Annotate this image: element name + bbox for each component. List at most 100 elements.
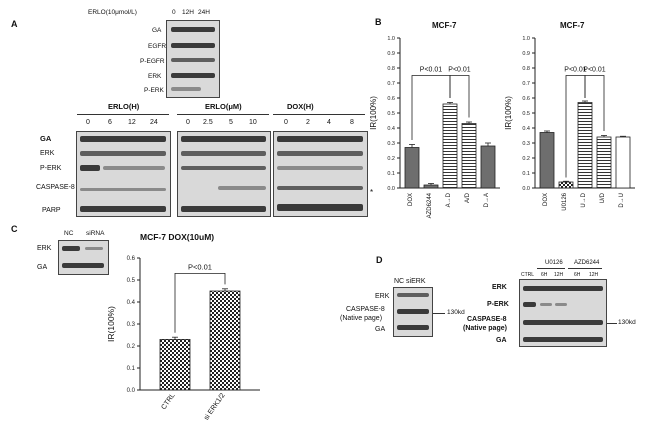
group-title-dox-h: DOX(H): [287, 102, 314, 111]
bar: [159, 339, 191, 391]
blot-d-left-row-ga: GA: [375, 326, 386, 333]
tick-erlo-um-2.5: 2.5: [203, 119, 213, 126]
marker-130kd-left: 130kd: [447, 309, 465, 316]
y-tick-label: 0.0: [127, 388, 136, 394]
tick-dox-h-8: 8: [350, 119, 354, 126]
group-underline-2: [177, 114, 269, 115]
blot-d-left-row-caspase-8: CASPASE-8: [346, 306, 385, 313]
panel-letter-a: A: [11, 19, 18, 29]
panel-letter-c: C: [11, 224, 18, 234]
blot-d-left-cols: NC siERK: [394, 278, 426, 285]
group-title-erlo-um: ERLO(μM): [205, 102, 242, 111]
category-label: CTRL: [160, 392, 176, 411]
top-row-label-erk: ERK: [148, 73, 162, 80]
y-tick-label: 1.0: [522, 36, 530, 42]
blot-d-left: [393, 287, 433, 337]
bar: [558, 181, 574, 189]
bar: [209, 290, 241, 391]
blot-d-right-col-12h-b: 12H: [589, 272, 599, 278]
blot-d-right-row-caspase-8: CASPASE-8: [467, 316, 507, 323]
pvalue-label: P<0.01: [188, 262, 212, 271]
category-label: D→A: [484, 193, 490, 207]
top-row-label-p-erk: P-ERK: [144, 87, 164, 94]
blot-d-right-row-erk: ERK: [492, 284, 507, 291]
tick-erlo-um-5: 5: [229, 119, 233, 126]
blot-d-right-group-u0126: U0126: [545, 260, 563, 266]
blot-d-right: [519, 279, 607, 347]
y-tick-label: 0.4: [522, 126, 530, 132]
row-label-p-erk: P-ERK: [40, 165, 62, 172]
chart-c: 0.0 0.1 0.2 0.3 0.4 0.5 0.6 IR(100%) CTRL si ERK1…: [106, 256, 260, 422]
y-tick-label: 0.9: [522, 51, 530, 57]
category-label: DOX: [408, 193, 414, 206]
panel-letter-d: D: [376, 255, 383, 265]
tick-dox-h-0: 0: [284, 119, 288, 126]
blot-erlo-h: [76, 131, 171, 217]
blot-c-col-sirna: siRNA: [86, 230, 105, 237]
time-label-24h: 24H: [198, 9, 210, 16]
group-underline-1: [77, 114, 169, 115]
tick-erlo-h-6: 6: [108, 119, 112, 126]
blot-d-left-row-native: (Native page): [340, 315, 383, 322]
bar: [423, 184, 439, 189]
y-tick-label: 0.5: [387, 111, 395, 117]
tick-dox-h-2: 2: [306, 119, 310, 126]
tick-erlo-um-0: 0: [186, 119, 190, 126]
blot-c-row-erk: ERK: [37, 245, 52, 252]
blot-d-right-group-azd6244: AZD6244: [574, 260, 600, 266]
group-title-erlo-h: ERLO(H): [108, 102, 140, 111]
blot-d-right-col-6h-a: 6H: [541, 272, 548, 278]
category-label: D→U: [619, 193, 625, 208]
tick-erlo-h-12: 12: [128, 119, 136, 126]
bar: [577, 102, 593, 189]
pvalue-label: P<0.01: [564, 67, 586, 74]
group-underline-u0126: [537, 268, 565, 269]
blot-d-left-row-erk: ERK: [375, 293, 390, 300]
top-row-label-ga: GA: [152, 27, 162, 34]
chart-b-left: 0.0 0.1 0.2 0.3 0.4 0.5 0.6 0.7 0.8 0.9 1.0 IR(100%…: [369, 36, 500, 218]
category-label: U0126: [562, 192, 568, 210]
y-tick-label: 0.5: [522, 111, 530, 117]
arrow-130kd-left: [433, 313, 445, 314]
bar: [596, 136, 612, 189]
chart-b-right-title: MCF-7: [560, 21, 585, 30]
category-label: A→D: [446, 192, 452, 207]
blot-c: [58, 240, 109, 275]
bar: [404, 147, 420, 189]
y-tick-label: 0.8: [522, 66, 530, 72]
category-label: A/D: [465, 192, 471, 203]
y-tick-label: 0.6: [387, 96, 395, 102]
row-label-erk: ERK: [40, 150, 55, 157]
y-tick-label: 0.4: [127, 300, 136, 306]
y-tick-label: 0.7: [387, 81, 395, 87]
top-row-label-p-egfr: P-EGFR: [140, 58, 165, 65]
chart-c-title: MCF-7 DOX(10uM): [140, 232, 215, 242]
row-label-caspase-8: CASPASE-8: [36, 184, 75, 191]
group-underline-3: [273, 114, 365, 115]
tick-erlo-um-10: 10: [249, 119, 257, 126]
y-tick-label: 0.3: [522, 141, 530, 147]
top-blot: [166, 20, 220, 98]
y-tick-label: 0.7: [522, 81, 530, 87]
blot-d-right-col-6h-b: 6H: [574, 272, 581, 278]
significance-bracket: [584, 75, 605, 131]
blot-d-right-row-p-erk: P-ERK: [487, 301, 509, 308]
top-row-label-egfr: EGFR: [148, 43, 167, 50]
time-label-12h: 12H: [182, 9, 194, 16]
bar: [539, 132, 555, 189]
y-tick-label: 0.1: [127, 366, 136, 372]
blot-d-right-row-ga: GA: [496, 337, 507, 344]
blot-d-right-col-12h-a: 12H: [554, 272, 564, 278]
blot-c-col-nc: NC: [64, 230, 74, 237]
tick-erlo-h-24: 24: [150, 119, 158, 126]
chart-b-left-title: MCF-7: [432, 21, 457, 30]
row-label-parp: PARP: [42, 207, 61, 214]
y-axis-label: IR(100%): [504, 96, 513, 130]
y-tick-label: 0.3: [127, 322, 136, 328]
erlo-treatment-label: ERLO(10μmol/L): [88, 9, 137, 16]
category-label: U/D: [600, 192, 606, 203]
y-tick-label: 0.5: [127, 278, 136, 284]
category-label: DOX: [543, 193, 549, 206]
row-label-ga: GA: [40, 134, 52, 143]
arrow-130kd-right: [607, 323, 617, 324]
